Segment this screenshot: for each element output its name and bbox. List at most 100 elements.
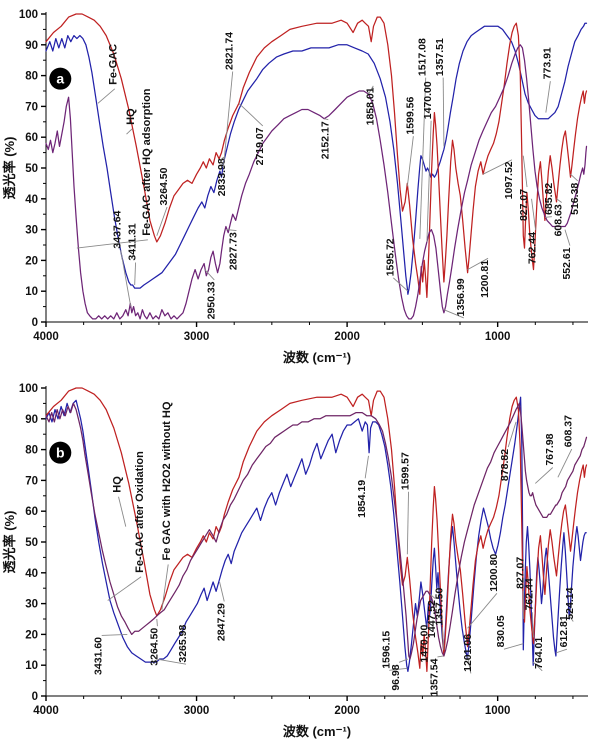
peak-leader [324, 118, 329, 121]
peak-leader [364, 455, 369, 479]
badge-circle [49, 67, 72, 90]
peak-leader [204, 269, 215, 281]
peak-label: 608.37 [563, 415, 575, 447]
peak-leader [466, 655, 472, 674]
y-tick-label: 50 [25, 537, 38, 549]
x-tick-label: 2000 [334, 331, 360, 343]
peak-leader [389, 667, 408, 671]
y-tick-label: 40 [25, 194, 38, 206]
peak-leader [134, 262, 137, 286]
peak-label: 3437.64 [112, 210, 124, 248]
peak-leader [467, 257, 489, 271]
peak-leader [503, 643, 524, 650]
x-tick-label: 3000 [184, 331, 210, 343]
peak-label: 552.61 [561, 247, 573, 279]
peak-label: 1470.00 [422, 81, 434, 119]
peak-leader [555, 648, 568, 654]
peak-label: 1854.19 [356, 480, 368, 518]
panel-b-chart: 4000 3000 2000 1000 0 10 20 30 40 50 60 70 80 90 100 波数… [2, 383, 588, 739]
peak-leader [393, 277, 409, 292]
x-axis-title: 波数 (cm⁻¹) [283, 724, 351, 739]
peak-label: 3431.60 [93, 637, 105, 675]
peak-leader [437, 655, 444, 658]
peak-label: 1357.54 [428, 658, 440, 696]
peak-label: 524.14 [564, 587, 576, 619]
peak-leader [467, 593, 498, 629]
peak-leader [238, 102, 264, 127]
y-tick-label: 30 [25, 599, 38, 611]
peak-leader [568, 615, 574, 622]
peak-leader [557, 448, 573, 478]
peak-leader [442, 77, 445, 147]
peak-leader [507, 421, 517, 448]
peak-label: 516.38 [569, 183, 581, 215]
series-line [45, 387, 588, 673]
peak-label: 1357.51 [434, 38, 446, 76]
peak-leader [406, 136, 414, 187]
legend-label: Fe GAC with H2O2 without HQ [161, 401, 173, 560]
x-tick-label: 1000 [485, 705, 511, 717]
legend-label: HQ [125, 108, 137, 125]
series-line [45, 22, 588, 295]
peak-leader [443, 309, 464, 319]
x-tick-label: 4000 [33, 331, 59, 343]
peak-label: 1447.52 [426, 600, 438, 638]
peak-label: 773.91 [541, 47, 553, 79]
peak-leader [156, 206, 168, 236]
y-tick-label: 90 [25, 40, 38, 52]
peak-label: 3264.50 [158, 167, 170, 205]
peak-label: 830.05 [495, 615, 507, 647]
peak-leader [441, 627, 445, 650]
series-fe-gac-after-oxidation [45, 396, 587, 673]
series-hq [45, 387, 588, 673]
legend-label: Fe-GAC after HQ adsorption [141, 88, 153, 236]
y-axis-title: 透光率 (%) [2, 511, 17, 574]
y-tick-label: 70 [25, 101, 38, 113]
legend-leader [97, 88, 116, 104]
x-tick-label: 2000 [334, 705, 360, 717]
legend: Fe-GAC HQ Fe-GAC after HQ adsorption [76, 44, 153, 249]
x-ticks: 4000 3000 2000 1000 [33, 322, 574, 343]
peak-leader [531, 198, 537, 231]
y-tick-label: 0 [32, 691, 38, 703]
y-tick-label: 90 [25, 414, 38, 426]
series-line [45, 396, 587, 673]
peak-label: 2833.98 [216, 158, 228, 196]
peak-label: 827.07 [514, 557, 526, 589]
peak-label: 1201.06 [462, 634, 474, 672]
peak-label: 1596.15 [380, 631, 392, 669]
y-tick-label: 40 [25, 568, 38, 580]
peak-leader [426, 120, 432, 242]
peak-label: 685.82 [543, 183, 555, 215]
legend-leader [161, 564, 169, 610]
peak-label: 2827.73 [227, 232, 239, 270]
peak-label: 2847.29 [215, 603, 227, 641]
series-line [45, 13, 588, 299]
peak-leader [545, 81, 551, 113]
peak-labels: 3431.60 3264.50 3265.98 2847.29 1854.19 1599.… [93, 415, 577, 697]
peak-leader [101, 633, 128, 636]
peak-label: 1599.57 [400, 452, 412, 490]
peak-leader [419, 77, 427, 239]
peak-label: 762.44 [523, 578, 535, 610]
peak-label: 1517.08 [417, 38, 429, 76]
peak-leader [544, 216, 552, 218]
x-axis-title: 波数 (cm⁻¹) [283, 350, 351, 365]
y-tick-label: 30 [25, 225, 38, 237]
peak-leader [368, 85, 374, 95]
peak-leader [531, 612, 534, 638]
peak-label: 827.07 [518, 189, 530, 221]
peak-leader [156, 658, 187, 665]
series-line [45, 44, 588, 320]
panel-b: 4000 3000 2000 1000 0 10 20 30 40 50 60 70 80 90 100 波数… [0, 374, 600, 748]
peak-label: 1097.52 [503, 161, 515, 199]
peak-leader [222, 71, 234, 169]
x-tick-label: 1000 [485, 331, 511, 343]
panel-a-chart: 4000 3000 2000 1000 0 10 20 30 40 50 60 70 80 90 100 波数… [2, 9, 588, 365]
y-tick-label: 80 [25, 445, 38, 457]
series-hq [45, 13, 588, 299]
peak-label: 3264.50 [148, 628, 160, 666]
badge-letter: b [56, 445, 65, 461]
peak-label: 1599.56 [404, 97, 416, 135]
